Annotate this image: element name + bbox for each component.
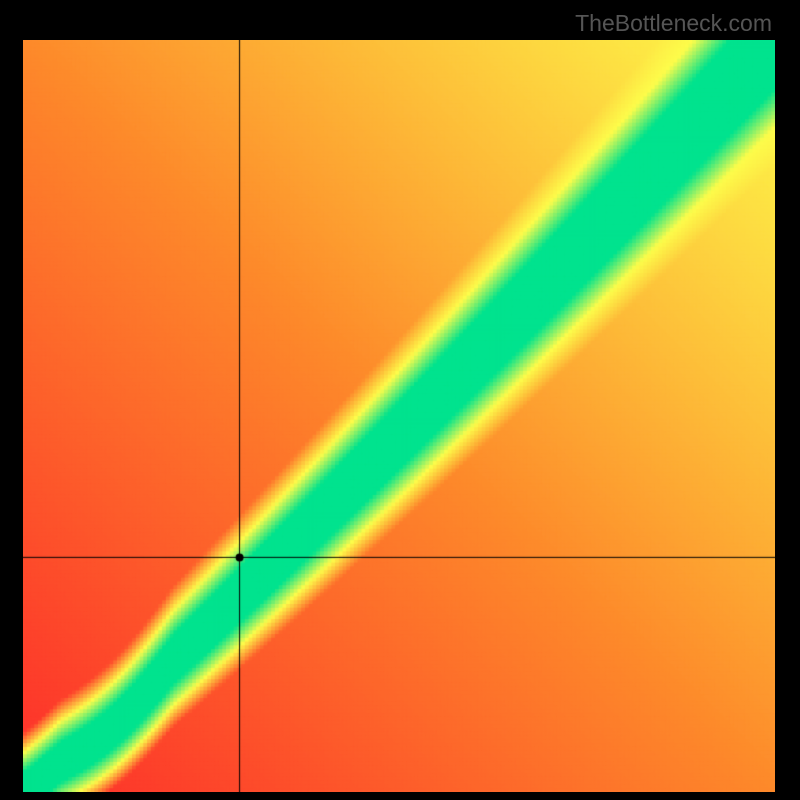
watermark-text: TheBottleneck.com xyxy=(575,10,772,37)
bottleneck-heatmap xyxy=(23,40,775,792)
chart-container: TheBottleneck.com xyxy=(0,0,800,800)
